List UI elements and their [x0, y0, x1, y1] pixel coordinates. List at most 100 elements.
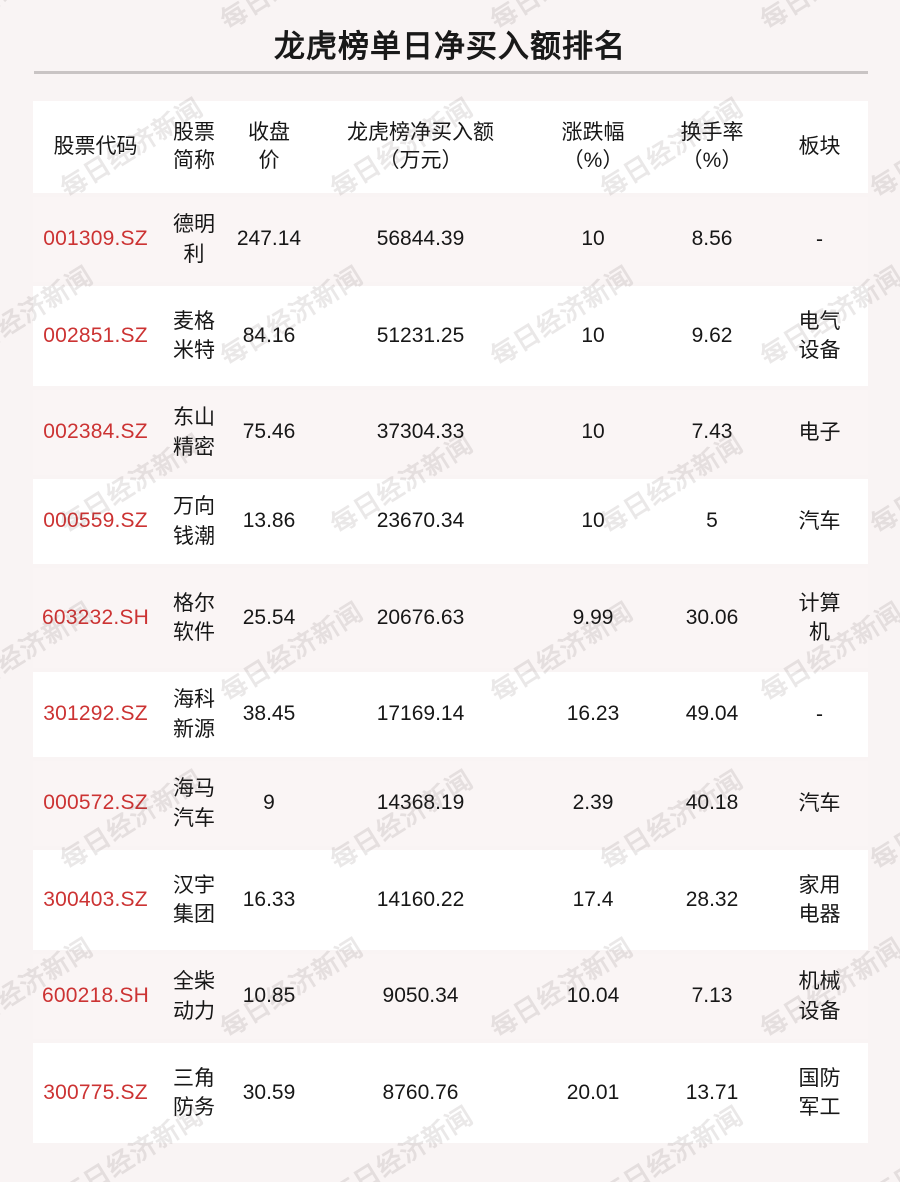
cell-close-price: 38.45 [242, 702, 296, 726]
cell-change-pct: 10 [581, 323, 605, 347]
cell-sector: 汽车 [798, 791, 841, 815]
cell-change-pct: 10 [581, 227, 605, 251]
cell-stock-code: 001309.SZ [43, 227, 148, 251]
cell-turnover-pct: 49.04 [685, 702, 739, 726]
cell-line-2: 集团 [173, 903, 215, 926]
cell-change-pct: 16.23 [566, 702, 620, 726]
cell-stock-name: 东山 精密 [158, 390, 230, 475]
cell-line-1: 海马 [173, 777, 215, 801]
cell-close-price: 75.46 [242, 420, 296, 444]
cell-net-buy: 56844.39 [376, 227, 465, 251]
cell-line-1: 海科 [173, 688, 215, 712]
table-row: 000572.SZ 海马汽车 9 14368.19 2.39 40.18 汽车 [33, 761, 868, 846]
cell-sector: 电气 设备 [771, 286, 868, 386]
cell-stock-code: 000572.SZ [43, 791, 148, 815]
cell-change-pct: 10 [581, 420, 605, 444]
column-header-stock-code: 股票代码 [33, 101, 158, 193]
cell-change-pct: 10.04 [566, 984, 620, 1008]
cell-turnover-pct: 7.13 [691, 984, 733, 1008]
cell-line-1: 机械 [798, 970, 841, 994]
cell-sector: 国防 军工 [771, 1043, 868, 1143]
cell-stock-name: 格尔 软件 [158, 568, 230, 668]
cell-stock-code: 002851.SZ [43, 323, 148, 347]
cell-turnover-pct: 13.71 [685, 1080, 739, 1104]
cell-line-2: 机 [809, 621, 830, 644]
cell-net-buy: 20676.63 [376, 605, 465, 629]
cell-stock-name: 麦格 米特 [158, 286, 230, 386]
cell-stock-code: 002384.SZ [43, 420, 148, 444]
cell-line-2: 米特 [173, 339, 215, 362]
cell-line-2: 电器 [798, 903, 841, 926]
header-line-1: 板块 [798, 134, 841, 158]
cell-stock-name: 三角 防务 [158, 1043, 230, 1143]
cell-net-buy: 37304.33 [376, 420, 465, 444]
cell-turnover-pct: 5 [706, 509, 718, 533]
cell-line-2: 防务 [173, 1096, 215, 1119]
cell-line-2: 钱潮 [173, 524, 215, 548]
cell-line-2: 软件 [173, 621, 215, 644]
cell-net-buy: 8760.76 [382, 1080, 459, 1104]
cell-turnover-pct: 28.32 [685, 887, 739, 911]
cell-line-2: 精密 [173, 435, 215, 459]
column-header-close-price: 收盘 价 [230, 101, 308, 193]
cell-stock-code: 000559.SZ [43, 509, 148, 533]
table-body: 001309.SZ 德明利 247.14 56844.39 10 8.56-002851.… [33, 197, 868, 1143]
title-divider [34, 71, 868, 74]
cell-change-pct: 17.4 [572, 887, 614, 911]
table-row: 301292.SZ 海科 新源 38.45 17169.14 16.23 49.04 - [33, 672, 868, 757]
table-row: 002384.SZ 东山 精密 75.46 37304.33 10 7.43 电子 [33, 390, 868, 475]
cell-line-1: 麦格 [173, 309, 215, 333]
cell-stock-code: 300403.SZ [43, 887, 148, 911]
cell-stock-name: 汉宇 集团 [158, 850, 230, 950]
cell-line-2: 设备 [798, 339, 841, 362]
column-header-stock-name: 股票 简称 [158, 101, 230, 193]
cell-close-price: 247.14 [236, 227, 302, 251]
cell-line-1: 东山 [173, 406, 215, 430]
header-line-2: 简称 [173, 149, 215, 172]
cell-change-pct: 2.39 [572, 791, 614, 815]
cell-net-buy: 14368.19 [376, 791, 465, 815]
cell-line-1: 三角 [173, 1066, 215, 1090]
cell-stock-name: 海马 汽车 [158, 761, 230, 846]
cell-line-1: 格尔 [173, 591, 215, 615]
table-row: 603232.SH 格尔 软件 25.54 20676.63 9.99 30.06 计算机 [33, 568, 868, 668]
header-line-1: 股票 [173, 120, 215, 144]
table-row: 000559.SZ 万向 钱潮 13.86 23670.34 10 5 汽车 [33, 479, 868, 564]
cell-close-price: 13.86 [242, 509, 296, 533]
cell-turnover-pct: 30.06 [685, 605, 739, 629]
cell-change-pct: 9.99 [572, 605, 614, 629]
header-line-2: 价 [258, 149, 280, 172]
cell-line-1: 汉宇 [173, 873, 215, 897]
cell-turnover-pct: 9.62 [691, 323, 733, 347]
cell-line-2: 汽车 [173, 806, 215, 830]
ranking-table: 股票代码 股票 简称 收盘 价 龙虎榜净买入额 （万元） 涨跌幅 （%） [33, 97, 868, 1147]
cell-sector: 汽车 [798, 509, 841, 533]
header-line-1: 收盘 [248, 120, 290, 144]
cell-close-price: 30.59 [242, 1080, 296, 1104]
column-header-sector: 板块 [771, 101, 868, 193]
cell-line-1: 国防 [798, 1066, 841, 1090]
header-line-2: （万元） [378, 149, 463, 172]
cell-turnover-pct: 40.18 [685, 791, 739, 815]
cell-sector: - [816, 227, 823, 251]
cell-stock-code: 301292.SZ [43, 702, 148, 726]
column-header-change-pct: 涨跌幅 （%） [533, 101, 653, 193]
header-line-1: 股票代码 [53, 134, 138, 158]
cell-stock-code: 600218.SH [42, 984, 149, 1008]
cell-close-price: 10.85 [242, 984, 296, 1008]
table-row: 001309.SZ 德明利 247.14 56844.39 10 8.56- [33, 197, 868, 282]
cell-line-1: 全柴 [173, 970, 215, 994]
column-header-turnover-pct: 换手率 （%） [653, 101, 771, 193]
cell-close-price: 9 [263, 791, 275, 815]
table-row: 600218.SH 全柴 动力 10.85 9050.34 10.04 7.13 机械 设备 [33, 954, 868, 1039]
cell-line-2: 设备 [798, 999, 841, 1023]
cell-sector: 机械 设备 [771, 954, 868, 1039]
cell-change-pct: 20.01 [566, 1080, 620, 1104]
header-line-1: 龙虎榜净买入额 [347, 120, 494, 144]
cell-close-price: 16.33 [242, 887, 296, 911]
cell-line-2: 利 [183, 242, 205, 266]
table-row: 300775.SZ 三角 防务 30.59 8760.76 20.01 13.71 国防 军工 [33, 1043, 868, 1143]
cell-turnover-pct: 8.56 [691, 227, 733, 251]
header-line-1: 换手率 [680, 120, 744, 144]
